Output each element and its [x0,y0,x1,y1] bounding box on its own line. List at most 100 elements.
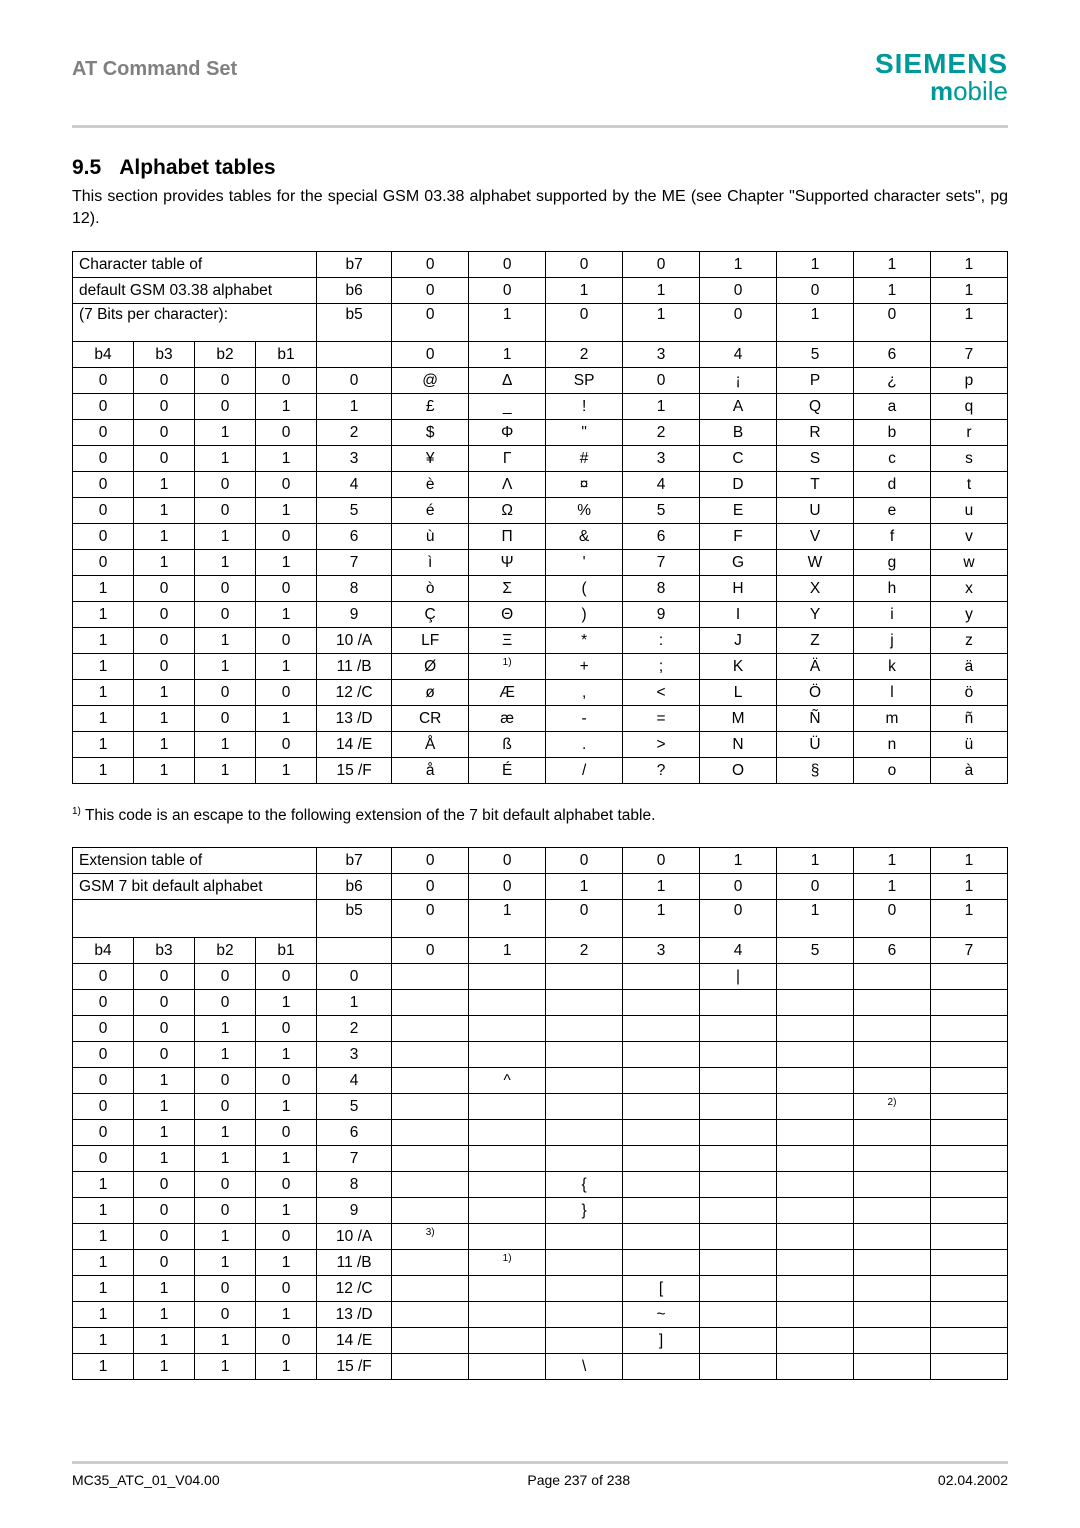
bit-val: 1 [930,304,1007,342]
char-cell [777,1224,854,1250]
char-cell: q [930,394,1007,420]
char-cell [930,1042,1007,1068]
char-cell: CR [392,706,469,732]
char-cell: Γ [469,446,546,472]
char-cell [469,990,546,1016]
char-cell [546,1302,623,1328]
bit: 1 [134,758,195,784]
bit-val: 1 [777,304,854,342]
bit: 1 [256,498,317,524]
bit: 1 [134,550,195,576]
bit: 0 [256,472,317,498]
bit-val: 0 [392,848,469,874]
char-cell: Ñ [777,706,854,732]
char-cell: ü [930,732,1007,758]
char-cell: R [777,420,854,446]
char-cell [392,1120,469,1146]
char-cell [469,1146,546,1172]
col-idx: 0 [392,938,469,964]
char-cell: ( [546,576,623,602]
row-n: 5 [317,1094,392,1120]
bit: 0 [134,628,195,654]
row-n: 0 [317,368,392,394]
bit: 0 [256,628,317,654]
table-row: 01004^ [73,1068,1008,1094]
bit-val: 0 [853,900,930,938]
char-cell [853,1016,930,1042]
table-row: 00000@ΔSP0¡P¿p [73,368,1008,394]
char-cell: \ [546,1354,623,1380]
char-cell: C [700,446,777,472]
char-cell [700,1224,777,1250]
row-n: 7 [317,1146,392,1172]
bit: 0 [256,368,317,394]
char-cell: V [777,524,854,550]
char-cell [930,1094,1007,1120]
table-lead: (7 Bits per character): [73,304,317,342]
row-n: 9 [317,602,392,628]
char-cell: £ [392,394,469,420]
col-label: b1 [256,938,317,964]
char-cell [469,1302,546,1328]
char-cell [700,1146,777,1172]
char-cell: d [853,472,930,498]
char-cell: ¡ [700,368,777,394]
char-cell [930,990,1007,1016]
bit: 0 [134,420,195,446]
row-n: 5 [317,498,392,524]
char-cell [546,1120,623,1146]
char-cell: , [546,680,623,706]
char-cell [623,1172,700,1198]
char-cell: é [392,498,469,524]
bit: 1 [256,1042,317,1068]
bit-val: 1 [930,252,1007,278]
bit: 0 [256,524,317,550]
bit: 1 [134,732,195,758]
char-cell: _ [469,394,546,420]
char-cell: : [623,628,700,654]
character-table-1: Character table ofb700001111default GSM … [72,251,1008,784]
char-cell: e [853,498,930,524]
char-cell: SP [546,368,623,394]
table-row: 101111 /B1) [73,1250,1008,1276]
table-lead: Extension table of [73,848,317,874]
char-cell: + [546,654,623,680]
char-cell [392,1328,469,1354]
char-cell [623,1120,700,1146]
char-cell: a [853,394,930,420]
char-cell [392,1068,469,1094]
char-cell [700,1120,777,1146]
bit: 1 [195,446,256,472]
char-cell: ñ [930,706,1007,732]
char-cell: " [546,420,623,446]
bit: 0 [73,990,134,1016]
bit-val: 0 [853,304,930,342]
bit: 0 [134,1198,195,1224]
char-cell: # [546,446,623,472]
table-row: 010152) [73,1094,1008,1120]
bit: 1 [195,1250,256,1276]
bit-label: b5 [317,900,392,938]
char-cell: à [930,758,1007,784]
bit: 0 [73,368,134,394]
char-cell [777,1068,854,1094]
char-cell [853,1250,930,1276]
footnote-1: 1) This code is an escape to the followi… [72,806,1008,825]
bit-val: 1 [930,874,1007,900]
char-cell [700,1016,777,1042]
row-n: 9 [317,1198,392,1224]
row-n: 15 /F [317,1354,392,1380]
bit: 1 [256,1302,317,1328]
footer-center: Page 237 of 238 [527,1472,630,1488]
footer: MC35_ATC_01_V04.00 Page 237 of 238 02.04… [72,1461,1008,1488]
footer-left: MC35_ATC_01_V04.00 [72,1472,220,1488]
char-cell: p [930,368,1007,394]
char-cell: 2) [853,1094,930,1120]
char-cell: o [853,758,930,784]
bit: 0 [134,1172,195,1198]
char-cell: Q [777,394,854,420]
char-cell: M [700,706,777,732]
char-cell [853,1276,930,1302]
bit: 1 [256,550,317,576]
char-cell [546,1068,623,1094]
